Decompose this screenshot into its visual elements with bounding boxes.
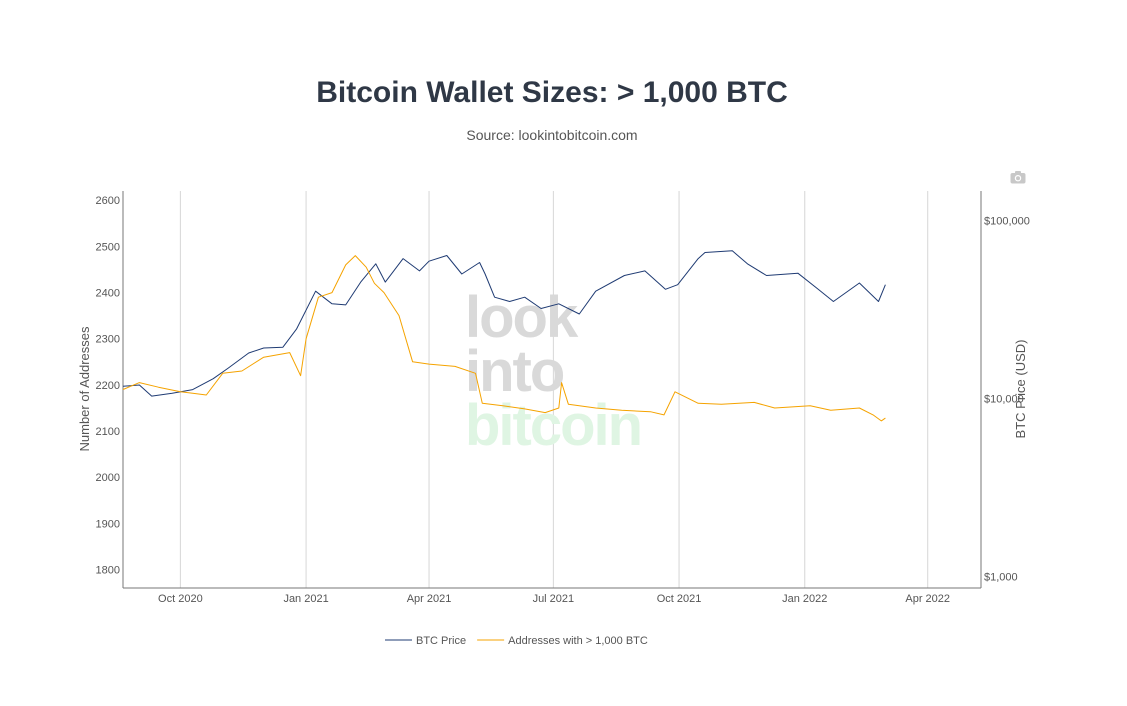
y-right-tick-label: $10,000 xyxy=(984,393,1024,405)
y-left-tick-label: 2000 xyxy=(96,472,120,484)
watermark-word: bitcoin xyxy=(465,393,641,458)
y-left-tick-label: 2300 xyxy=(96,334,120,346)
x-tick-label: Apr 2022 xyxy=(905,593,950,605)
x-tick-label: Jan 2021 xyxy=(283,593,328,605)
series-lines xyxy=(122,250,886,422)
y-right-axis-title: BTC Price (USD) xyxy=(1013,340,1028,439)
y-left-tick-label: 2500 xyxy=(96,241,120,253)
axes: Oct 2020 Jan 2021 Apr 2021 Jul 2021 Oct 2021… xyxy=(96,191,1030,605)
y-right-tick-label: $1,000 xyxy=(984,571,1018,583)
x-tick-label: Oct 2020 xyxy=(158,593,203,605)
series-line-1 xyxy=(122,255,886,422)
series-line-0 xyxy=(122,250,886,397)
watermark-word: look xyxy=(465,285,579,350)
gridlines xyxy=(179,191,929,588)
y-right-tick-label: $100,000 xyxy=(984,215,1030,227)
watermark: lookintobitcoin xyxy=(465,285,643,458)
x-tick-label: Jul 2021 xyxy=(533,593,575,605)
y-left-tick-label: 1800 xyxy=(96,565,120,577)
y-left-tick-label: 1900 xyxy=(96,518,120,530)
chart-subtitle: Source: lookintobitcoin.com xyxy=(466,127,638,143)
chart-title: Bitcoin Wallet Sizes: > 1,000 BTC xyxy=(316,76,788,109)
y-left-tick-label: 2200 xyxy=(96,380,120,392)
x-tick-label: Oct 2021 xyxy=(657,593,702,605)
y-left-tick-label: 2100 xyxy=(96,426,120,438)
camera-icon[interactable] xyxy=(1010,170,1026,184)
y-left-axis-title: Number of Addresses xyxy=(77,326,92,452)
legend-label-0: BTC Price xyxy=(416,635,466,647)
y-left-tick-label: 2600 xyxy=(96,195,120,207)
legend: BTC Price Addresses with > 1,000 BTC xyxy=(385,635,648,647)
x-tick-label: Apr 2021 xyxy=(407,593,452,605)
y-left-tick-label: 2400 xyxy=(96,288,120,300)
x-tick-label: Jan 2022 xyxy=(782,593,827,605)
watermark-word: into xyxy=(465,339,564,404)
legend-label-1: Addresses with > 1,000 BTC xyxy=(508,635,648,647)
